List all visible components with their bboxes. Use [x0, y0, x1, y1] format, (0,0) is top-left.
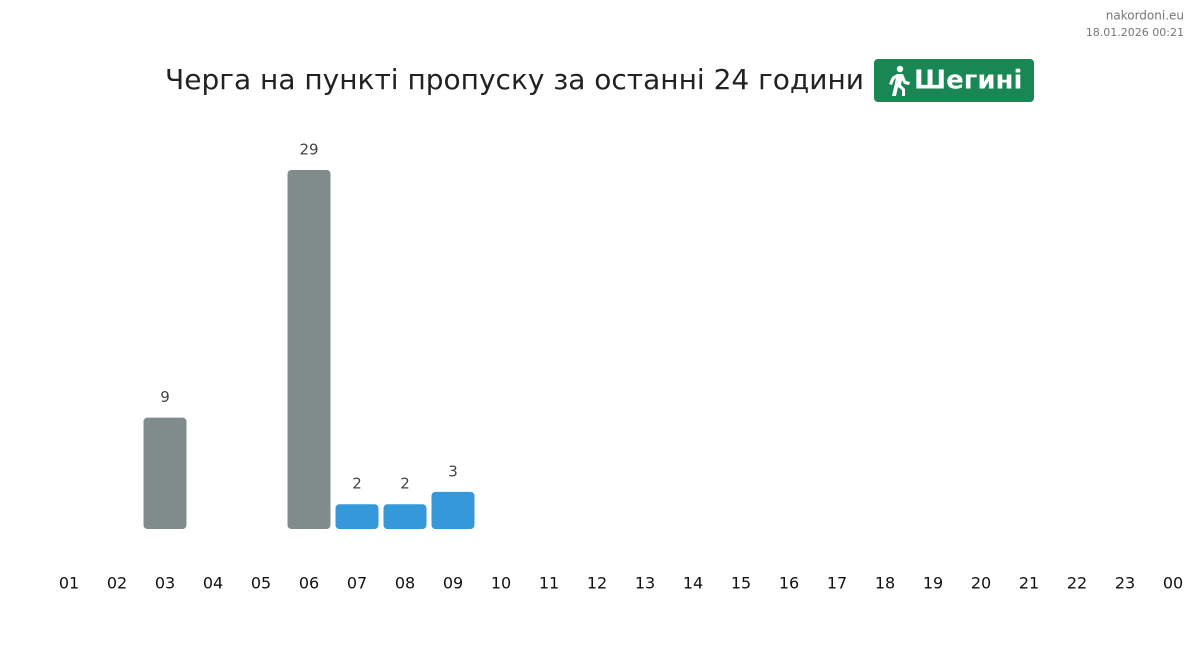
- walk-icon: [889, 65, 910, 96]
- x-tick-label: 21: [1019, 574, 1039, 593]
- x-tick-label: 12: [587, 574, 607, 593]
- x-tick-label: 18: [875, 574, 895, 593]
- source: nakordoni.eu: [1106, 9, 1184, 23]
- bar: [383, 504, 427, 529]
- x-tick-label: 19: [923, 574, 943, 593]
- bar: [287, 170, 331, 529]
- value-label: 2: [400, 475, 410, 493]
- x-tick-label: 04: [203, 574, 223, 593]
- badge: [874, 59, 1034, 102]
- bar: [335, 504, 379, 529]
- x-tick-label: 00: [1163, 574, 1183, 593]
- x-tick-label: 22: [1067, 574, 1087, 593]
- x-tick-label: 07: [347, 574, 367, 593]
- x-tick-label: 23: [1115, 574, 1135, 593]
- x-tick-label: 20: [971, 574, 991, 593]
- badge-label: Шегині: [914, 66, 1022, 96]
- x-tick-label: 02: [107, 574, 127, 593]
- x-tick-label: 15: [731, 574, 751, 593]
- x-tick-label: 09: [443, 574, 463, 593]
- bar: [431, 491, 475, 529]
- bar: [143, 417, 187, 529]
- x-tick-label: 16: [779, 574, 799, 593]
- x-tick-label: 01: [59, 574, 79, 593]
- timestamp: 18.01.2026 00:21: [1086, 26, 1184, 39]
- x-tick-label: 10: [491, 574, 511, 593]
- x-tick-label: 17: [827, 574, 847, 593]
- x-tick-label: 08: [395, 574, 415, 593]
- value-label: 3: [448, 462, 458, 480]
- value-label: 29: [299, 141, 318, 159]
- x-tick-label: 14: [683, 574, 703, 593]
- chart-title: Черга на пункті пропуску за останні 24 г…: [165, 63, 864, 96]
- x-tick-label: 05: [251, 574, 271, 593]
- x-tick-label: 03: [155, 574, 175, 593]
- x-tick-label: 06: [299, 574, 319, 593]
- value-label: 9: [160, 388, 170, 406]
- x-tick-label: 11: [539, 574, 559, 593]
- value-label: 2: [352, 475, 362, 493]
- x-tick-label: 13: [635, 574, 655, 593]
